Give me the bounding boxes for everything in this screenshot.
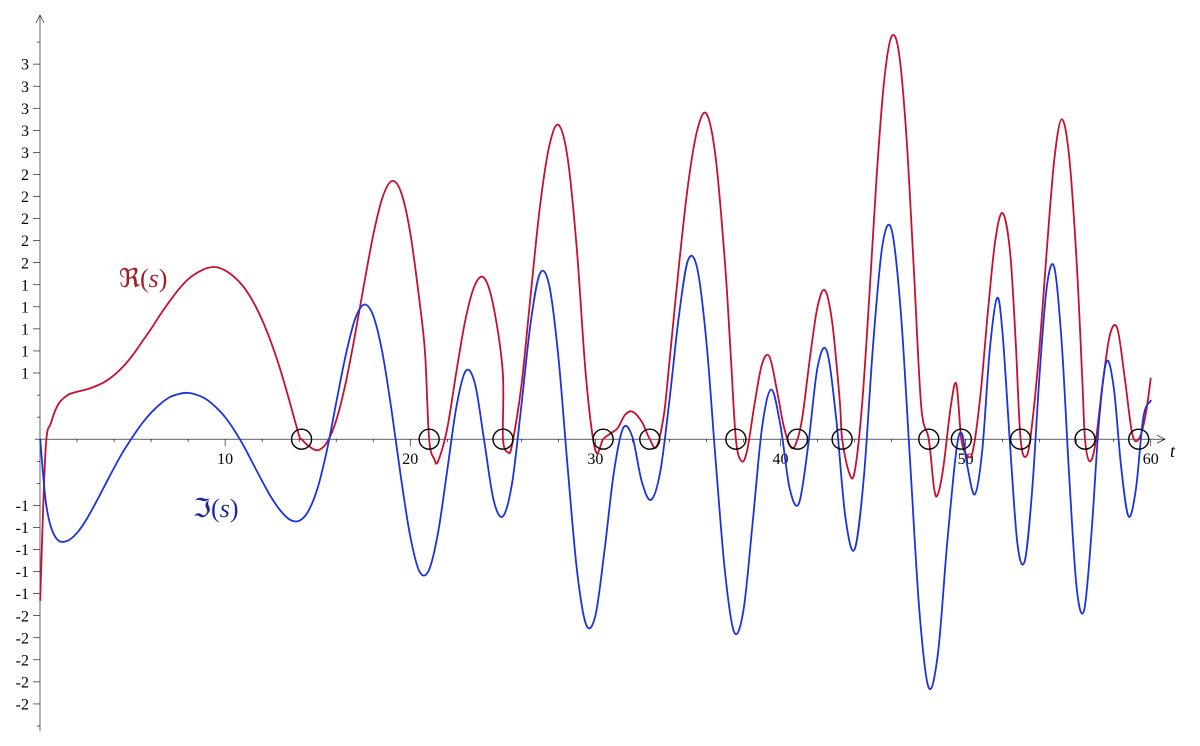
y-tick-label: 1 (21, 366, 29, 383)
y-tick-label: -2 (16, 608, 29, 625)
y-tick-label: 3 (21, 79, 29, 96)
y-tick-label: -1 (16, 564, 29, 581)
x-tick-label: 60 (1143, 451, 1159, 468)
y-tick-label: 3 (21, 101, 29, 118)
zeta-chart: 102030405060-2-2-2-2-2-1-1-1-1-111111222… (0, 0, 1200, 746)
y-tick-label: 1 (21, 321, 29, 338)
y-tick-label: 3 (21, 57, 29, 74)
y-tick-label: 3 (21, 123, 29, 140)
y-tick-label: -2 (16, 697, 29, 714)
y-tick-label: -2 (16, 630, 29, 647)
y-tick-label: 1 (21, 344, 29, 361)
y-tick-label: 1 (21, 299, 29, 316)
y-tick-label: -1 (16, 520, 29, 537)
x-tick-label: 30 (587, 451, 603, 468)
y-tick-label: 2 (21, 233, 29, 250)
y-tick-label: -1 (16, 542, 29, 559)
y-tick-label: -2 (16, 674, 29, 691)
y-tick-label: -2 (16, 652, 29, 669)
y-tick-label: 2 (21, 255, 29, 272)
y-tick-label: 3 (21, 145, 29, 162)
x-tick-label: 20 (402, 451, 418, 468)
real-label: ℜ(s) (119, 264, 259, 294)
y-tick-label: 2 (21, 167, 29, 184)
imag-label: ℑ(s) (193, 494, 333, 524)
x-tick-label: 10 (217, 451, 233, 468)
y-tick-label: 2 (21, 189, 29, 206)
y-tick-label: 2 (21, 211, 29, 228)
y-tick-label: -1 (16, 586, 29, 603)
y-tick-label: -1 (16, 498, 29, 515)
y-tick-label: 1 (21, 277, 29, 294)
